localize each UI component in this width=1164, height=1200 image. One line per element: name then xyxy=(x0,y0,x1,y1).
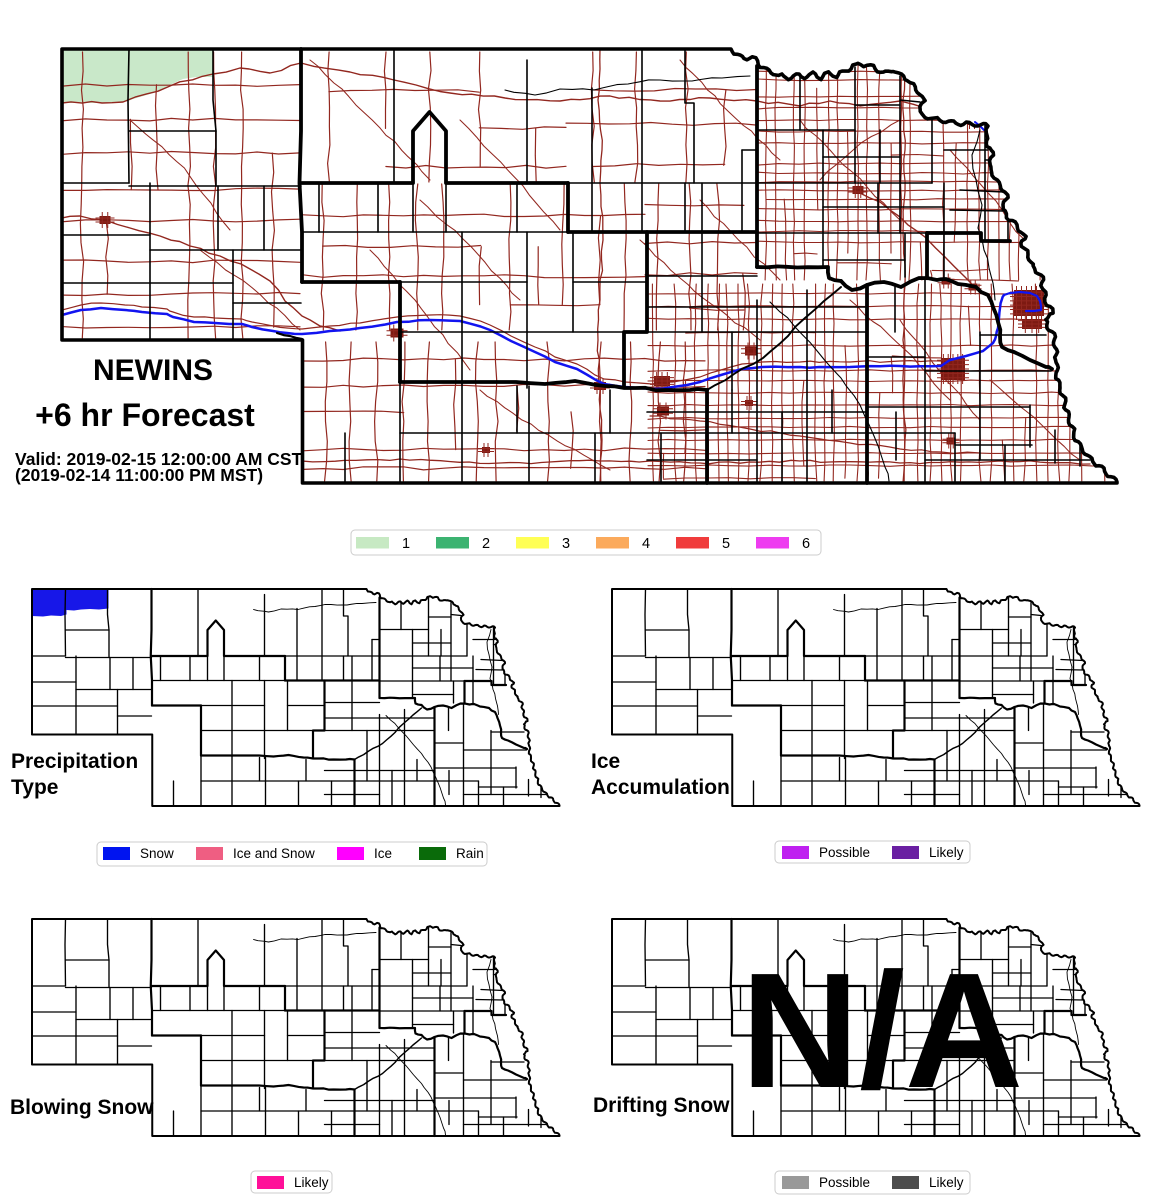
svg-text:(2019-02-14 11:00:00 PM MST): (2019-02-14 11:00:00 PM MST) xyxy=(15,465,263,485)
svg-text:Blowing Snow: Blowing Snow xyxy=(10,1096,154,1119)
svg-text:Precipitation: Precipitation xyxy=(11,750,138,773)
svg-text:1: 1 xyxy=(402,536,410,552)
svg-text:Drifting Snow: Drifting Snow xyxy=(593,1094,730,1117)
svg-text:5: 5 xyxy=(722,536,730,552)
svg-text:Accumulation: Accumulation xyxy=(591,776,730,799)
svg-text:4: 4 xyxy=(642,536,650,552)
svg-text:Ice: Ice xyxy=(374,846,392,861)
svg-text:Ice and Snow: Ice and Snow xyxy=(233,846,315,861)
svg-text:NEWINS: NEWINS xyxy=(93,354,213,387)
svg-text:Rain: Rain xyxy=(456,846,484,861)
svg-text:Possible: Possible xyxy=(819,845,870,860)
svg-text:Likely: Likely xyxy=(929,1175,964,1190)
svg-text:Ice: Ice xyxy=(591,750,620,773)
svg-text:3: 3 xyxy=(562,536,570,552)
svg-text:Likely: Likely xyxy=(929,845,964,860)
svg-text:Valid: 2019-02-15 12:00:00 AM: Valid: 2019-02-15 12:00:00 AM CST xyxy=(15,449,303,469)
svg-text:Possible: Possible xyxy=(819,1175,870,1190)
svg-text:N/A: N/A xyxy=(741,939,1023,1122)
svg-text:6: 6 xyxy=(802,536,810,552)
svg-text:2: 2 xyxy=(482,536,490,552)
svg-text:+6 hr Forecast: +6 hr Forecast xyxy=(35,397,255,433)
svg-text:Snow: Snow xyxy=(140,846,174,861)
svg-text:Type: Type xyxy=(11,776,58,799)
svg-text:Likely: Likely xyxy=(294,1175,329,1190)
